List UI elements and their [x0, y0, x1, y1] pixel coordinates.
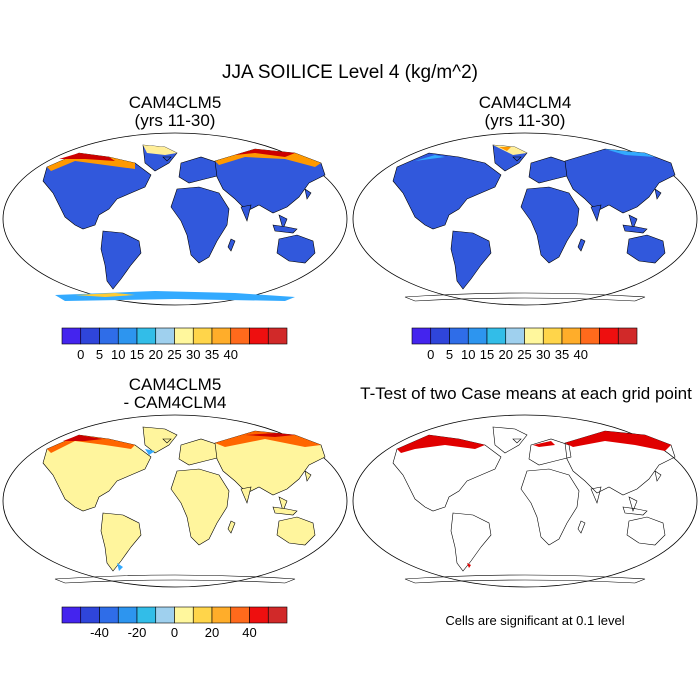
- colorbar-tick-label: 40: [574, 347, 588, 362]
- colorbar-tick-label: 5: [446, 347, 453, 362]
- colorbar-swatch: [230, 327, 250, 345]
- colorbar-swatch: [211, 606, 232, 624]
- colorbar-swatch: [80, 606, 100, 624]
- colorbar-swatch: [617, 327, 638, 345]
- colorbar-swatch: [599, 327, 619, 345]
- colorbar-tick-label: 10: [111, 347, 125, 362]
- significance-note: Cells are significant at 0.1 level: [445, 613, 625, 628]
- colorbar-tick-label: 0: [77, 347, 84, 362]
- colorbar-swatch: [467, 327, 488, 345]
- panel-title-line1: CAM4CLM4: [478, 93, 572, 112]
- colorbar-swatch: [117, 606, 138, 624]
- colorbar-tick-label: 0: [171, 625, 178, 640]
- colorbar-tick-label: 40: [224, 347, 238, 362]
- colorbar-swatch: [80, 327, 100, 345]
- colorbar-swatch: [449, 327, 469, 345]
- colorbar-tick-label: 20: [205, 625, 219, 640]
- high-latitude-highlight: [47, 431, 321, 584]
- colorbar-swatch: [542, 327, 563, 345]
- colorbar-swatch: [580, 327, 600, 345]
- colorbar-swatch: [174, 327, 194, 345]
- colorbar-1: 0 5 10 15 20 25 30 35 40: [61, 327, 288, 362]
- colorbar-swatch: [155, 327, 175, 345]
- colorbar-swatch: [61, 606, 82, 624]
- colorbar-tick-label: -20: [128, 625, 147, 640]
- colorbar-tick-label: 40: [242, 625, 256, 640]
- panel-title-difference: CAM4CLM5 - CAM4CLM4: [30, 376, 320, 412]
- colorbar-2: 0 5 10 15 20 25 30 35 40: [411, 327, 638, 362]
- colorbar-swatch: [486, 327, 507, 345]
- colorbar-swatch: [136, 327, 157, 345]
- panel-title-cam4clm5: CAM4CLM5 (yrs 11-30): [30, 94, 320, 130]
- colorbar-tick-label: 25: [517, 347, 531, 362]
- colorbar-swatch: [174, 606, 194, 624]
- panel-title-ttest: T-Test of two Case means at each grid po…: [360, 384, 692, 403]
- colorbar-swatch: [249, 606, 269, 624]
- map-panel-4: [352, 414, 698, 588]
- colorbar-swatch: [267, 327, 288, 345]
- significance-highlight: [397, 431, 671, 584]
- panel-title-line2: - CAM4CLM4: [123, 393, 227, 412]
- colorbar-tick-label: 0: [427, 347, 434, 362]
- colorbar-swatch: [524, 327, 544, 345]
- colorbar-swatch: [192, 327, 213, 345]
- panel-title-cam4clm4: CAM4CLM4 (yrs 11-30): [375, 94, 675, 130]
- colorbar-swatch: [211, 327, 232, 345]
- colorbar-swatch: [249, 327, 269, 345]
- colorbar-tick-label: 30: [186, 347, 200, 362]
- panel-title-line2: (yrs 11-30): [134, 111, 216, 130]
- main-title: JJA SOILICE Level 4 (kg/m^2): [221, 62, 478, 83]
- colorbar-swatch: [430, 327, 450, 345]
- colorbar-tick-label: 20: [149, 347, 163, 362]
- map-panel-2: [352, 132, 698, 306]
- colorbar-swatch: [117, 327, 138, 345]
- panel-title-line2: (yrs 11-30): [484, 111, 566, 130]
- map-panel-3: [2, 414, 348, 588]
- colorbar-tick-label: 10: [461, 347, 475, 362]
- colorbar-swatch: [99, 327, 119, 345]
- colorbar-tick-label: 30: [536, 347, 550, 362]
- colorbar-swatch: [192, 606, 213, 624]
- high-latitude-highlight: [404, 145, 655, 302]
- colorbar-swatch: [411, 327, 432, 345]
- colorbar-swatch: [267, 606, 288, 624]
- colorbar-tick-label: 35: [205, 347, 219, 362]
- colorbar-tick-label: 25: [167, 347, 181, 362]
- colorbar-3: -40 -20 0 20 40: [61, 606, 288, 640]
- panel-title-line1: CAM4CLM5: [128, 93, 222, 112]
- colorbar-swatch: [136, 606, 157, 624]
- panel-title-line1: CAM4CLM5: [128, 375, 222, 394]
- colorbar-tick-label: -40: [90, 625, 109, 640]
- colorbar-swatch: [505, 327, 525, 345]
- colorbar-tick-label: 15: [130, 347, 144, 362]
- colorbar-tick-label: 5: [96, 347, 103, 362]
- colorbar-swatch: [61, 327, 82, 345]
- colorbar-tick-label: 35: [555, 347, 569, 362]
- colorbar-swatch: [155, 606, 175, 624]
- colorbar-tick-label: 15: [480, 347, 494, 362]
- high-latitude-highlight: [47, 145, 321, 301]
- colorbar-swatch: [230, 606, 250, 624]
- colorbar-tick-label: 20: [499, 347, 513, 362]
- colorbar-swatch: [99, 606, 119, 624]
- colorbar-swatch: [561, 327, 582, 345]
- map-panel-1: [2, 132, 348, 306]
